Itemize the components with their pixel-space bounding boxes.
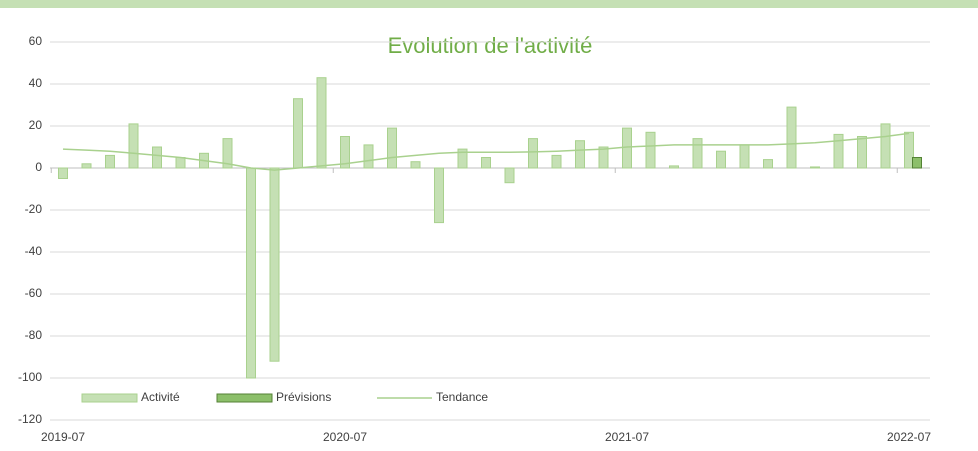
trend-line bbox=[62, 132, 910, 171]
bar bbox=[504, 167, 515, 184]
y-tick-label: -20 bbox=[25, 202, 43, 216]
x-tick-label: 2022-07 bbox=[887, 430, 931, 444]
legend-swatch bbox=[81, 393, 138, 403]
bar bbox=[786, 106, 797, 169]
bar bbox=[810, 166, 820, 169]
bar bbox=[481, 157, 491, 169]
bar bbox=[81, 163, 92, 169]
bar bbox=[434, 167, 444, 224]
legend-label: Tendance bbox=[436, 390, 488, 404]
bar bbox=[716, 150, 726, 169]
bar bbox=[457, 148, 468, 169]
bar bbox=[598, 146, 609, 169]
bar bbox=[128, 123, 139, 169]
x-tick-label: 2020-07 bbox=[323, 430, 367, 444]
bar bbox=[551, 154, 562, 169]
bar bbox=[880, 123, 891, 169]
bar bbox=[387, 127, 397, 169]
bar bbox=[293, 98, 303, 169]
bar bbox=[152, 146, 162, 169]
bar bbox=[833, 133, 844, 169]
bar bbox=[912, 157, 922, 169]
y-tick-label: 0 bbox=[35, 160, 42, 174]
bar bbox=[857, 136, 867, 169]
bar bbox=[316, 77, 327, 169]
y-tick-label: -60 bbox=[25, 286, 43, 300]
y-tick-label: 20 bbox=[29, 118, 43, 132]
chart-title: Evolution de l'activité bbox=[388, 33, 593, 58]
bar bbox=[246, 167, 256, 379]
y-tick-label: 40 bbox=[29, 76, 43, 90]
legend-label: Activité bbox=[141, 390, 180, 404]
bar bbox=[410, 161, 421, 169]
bar bbox=[575, 140, 585, 169]
y-tick-label: 60 bbox=[29, 34, 43, 48]
x-tick-label: 2021-07 bbox=[605, 430, 649, 444]
y-tick-label: -120 bbox=[18, 412, 42, 426]
bar bbox=[175, 157, 186, 169]
bar bbox=[269, 167, 280, 362]
bar bbox=[105, 154, 115, 169]
bar bbox=[340, 136, 350, 169]
bar bbox=[739, 144, 750, 169]
bar bbox=[904, 131, 914, 169]
bar bbox=[669, 165, 679, 169]
legend-swatch bbox=[216, 393, 273, 403]
bar bbox=[622, 127, 632, 169]
bar bbox=[763, 159, 773, 169]
legend-label: Prévisions bbox=[276, 390, 331, 404]
bar bbox=[692, 138, 703, 169]
bar bbox=[363, 144, 374, 169]
bar bbox=[528, 138, 538, 169]
x-tick-label: 2019-07 bbox=[41, 430, 85, 444]
y-tick-label: -80 bbox=[25, 328, 43, 342]
y-tick-label: -100 bbox=[18, 370, 42, 384]
bar bbox=[58, 167, 68, 179]
top-band bbox=[0, 0, 978, 8]
bar bbox=[645, 131, 656, 169]
bar bbox=[222, 138, 233, 169]
y-tick-label: -40 bbox=[25, 244, 43, 258]
